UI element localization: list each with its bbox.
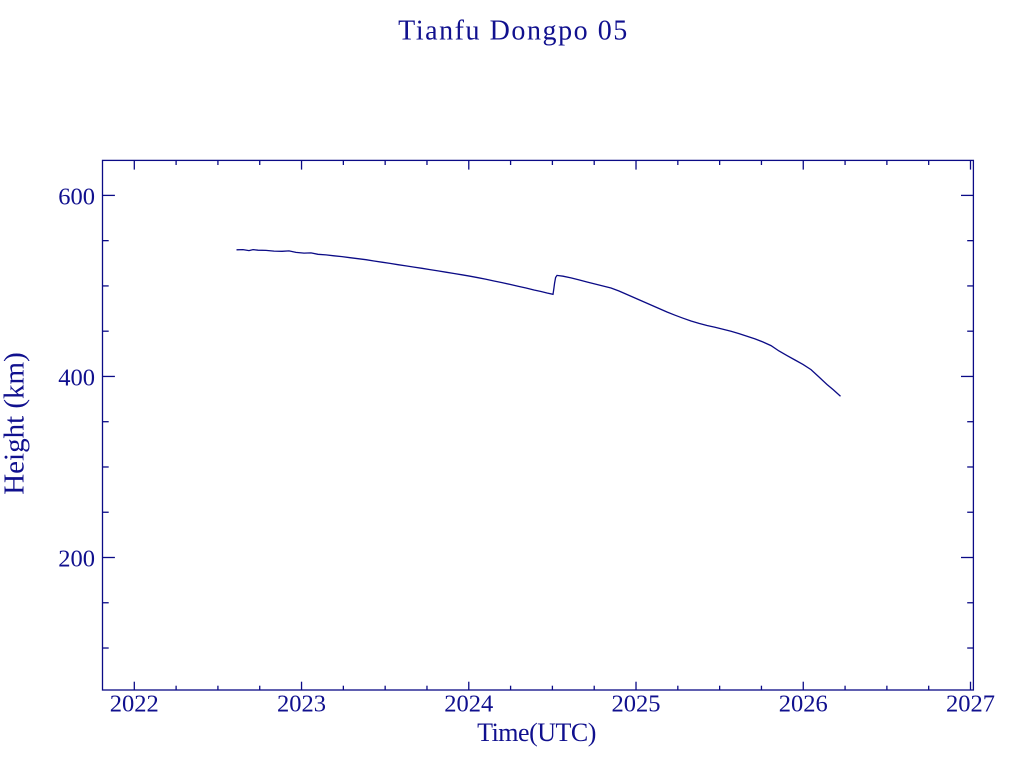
svg-text:2025: 2025 [612,691,661,718]
svg-text:2023: 2023 [277,691,326,718]
svg-text:600: 600 [58,183,95,210]
svg-text:Height (km): Height (km) [0,352,31,495]
svg-text:Time(UTC): Time(UTC) [477,718,596,747]
svg-text:400: 400 [58,364,95,391]
svg-text:2022: 2022 [110,691,159,718]
svg-text:2027: 2027 [946,691,995,718]
svg-text:Tianfu Dongpo 05: Tianfu Dongpo 05 [398,16,629,47]
svg-text:2026: 2026 [779,691,828,718]
svg-text:200: 200 [58,545,95,572]
svg-text:2024: 2024 [444,691,493,718]
